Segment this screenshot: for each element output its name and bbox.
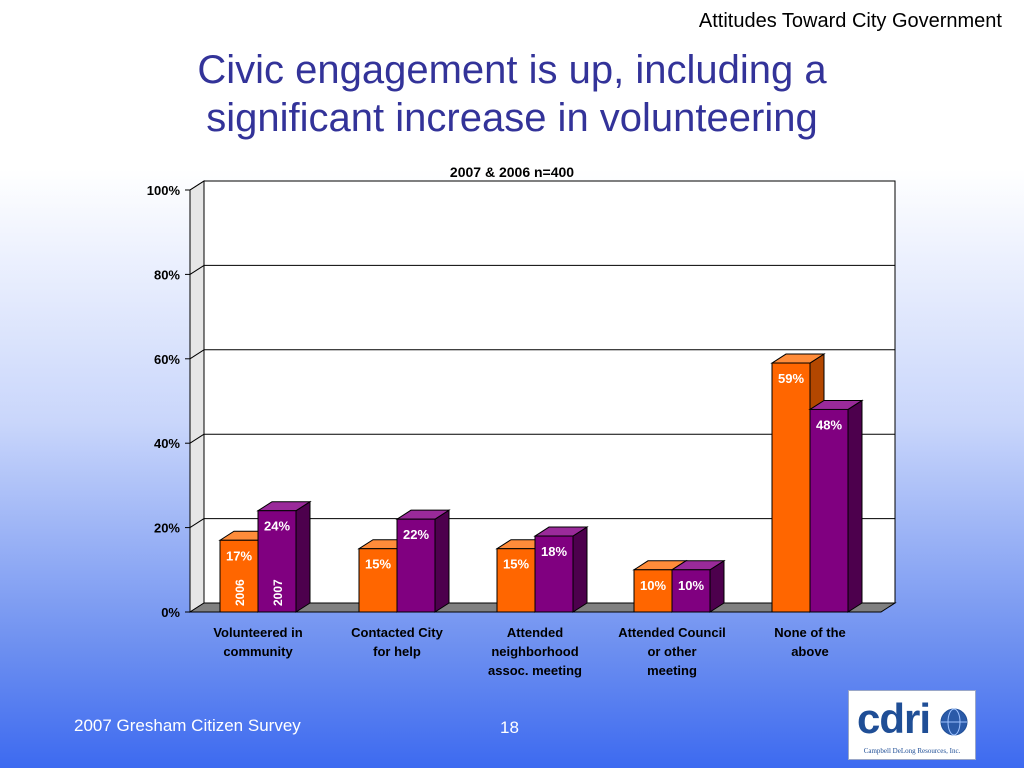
x-category-label: meeting [647,663,697,678]
globe-icon [940,708,968,736]
x-category-label: neighborhood [491,644,578,659]
bar-2007-3 [671,569,711,613]
data-label: 15% [503,557,529,572]
y-tick-label: 60% [154,352,180,367]
data-label: 24% [264,519,290,534]
x-category-label: Contacted City [351,625,444,640]
y-tick-label: 20% [154,521,180,536]
data-label: 22% [403,527,429,542]
bar-2006-2 [496,548,536,613]
x-category-label: for help [373,644,421,659]
gridline-diagonal [189,180,205,191]
bar-2006-4 [771,362,811,613]
chart-side-wall [189,180,205,613]
y-tick-label: 40% [154,436,180,451]
data-label: 15% [365,557,391,572]
data-label: 10% [678,578,704,593]
data-label: 17% [226,548,252,563]
bar-2006-0 [219,539,259,613]
survey-name: 2007 Gresham Citizen Survey [74,716,301,735]
y-tick-label: 80% [154,267,180,282]
bar-side [847,399,863,613]
company-logo: cdri Campbell DeLong Resources, Inc. [848,690,976,760]
bar-2007-0 [257,510,297,613]
y-tick-label: 0% [161,605,180,620]
bar-2006-1 [358,548,398,613]
data-label: 59% [778,371,804,386]
x-category-label: or other [647,644,696,659]
x-category-label: assoc. meeting [488,663,582,678]
chart-title: 2007 & 2006 n=400 [450,164,574,180]
data-label: 18% [541,544,567,559]
bar-2006-3 [633,569,673,613]
bar-side [295,500,311,613]
bar-2007-2 [534,535,574,613]
section-label: Attitudes Toward City Government [698,10,1002,32]
slide-title-line-1: Civic engagement is up, including a [197,48,827,92]
logo-text: cdri [857,695,931,742]
x-category-label: above [791,644,829,659]
slide-title: Civic engagement is up, including a sign… [0,46,1024,142]
x-category-label: None of the [774,625,846,640]
y-tick-label: 100% [147,183,181,198]
data-label: 10% [640,578,666,593]
series-label: 2007 [271,579,285,606]
slide-title-line-2: significant increase in volunteering [206,96,818,140]
page-number: 18 [500,718,519,737]
x-category-label: community [223,644,293,659]
bar-side [572,526,588,613]
gridline-diagonal [189,433,205,444]
series-label: 2006 [233,579,247,606]
gridline-diagonal [189,349,205,360]
bar-side [434,509,450,613]
gridline-diagonal [189,518,205,529]
x-category-label: Volunteered in [213,625,302,640]
logo-subtitle: Campbell DeLong Resources, Inc. [863,747,961,755]
bar-2007-4 [809,408,849,613]
x-category-label: Attended [507,625,563,640]
bar-2007-1 [396,518,436,613]
data-label: 48% [816,417,842,432]
x-category-label: Attended Council [618,625,726,640]
gridline-diagonal [189,264,205,275]
